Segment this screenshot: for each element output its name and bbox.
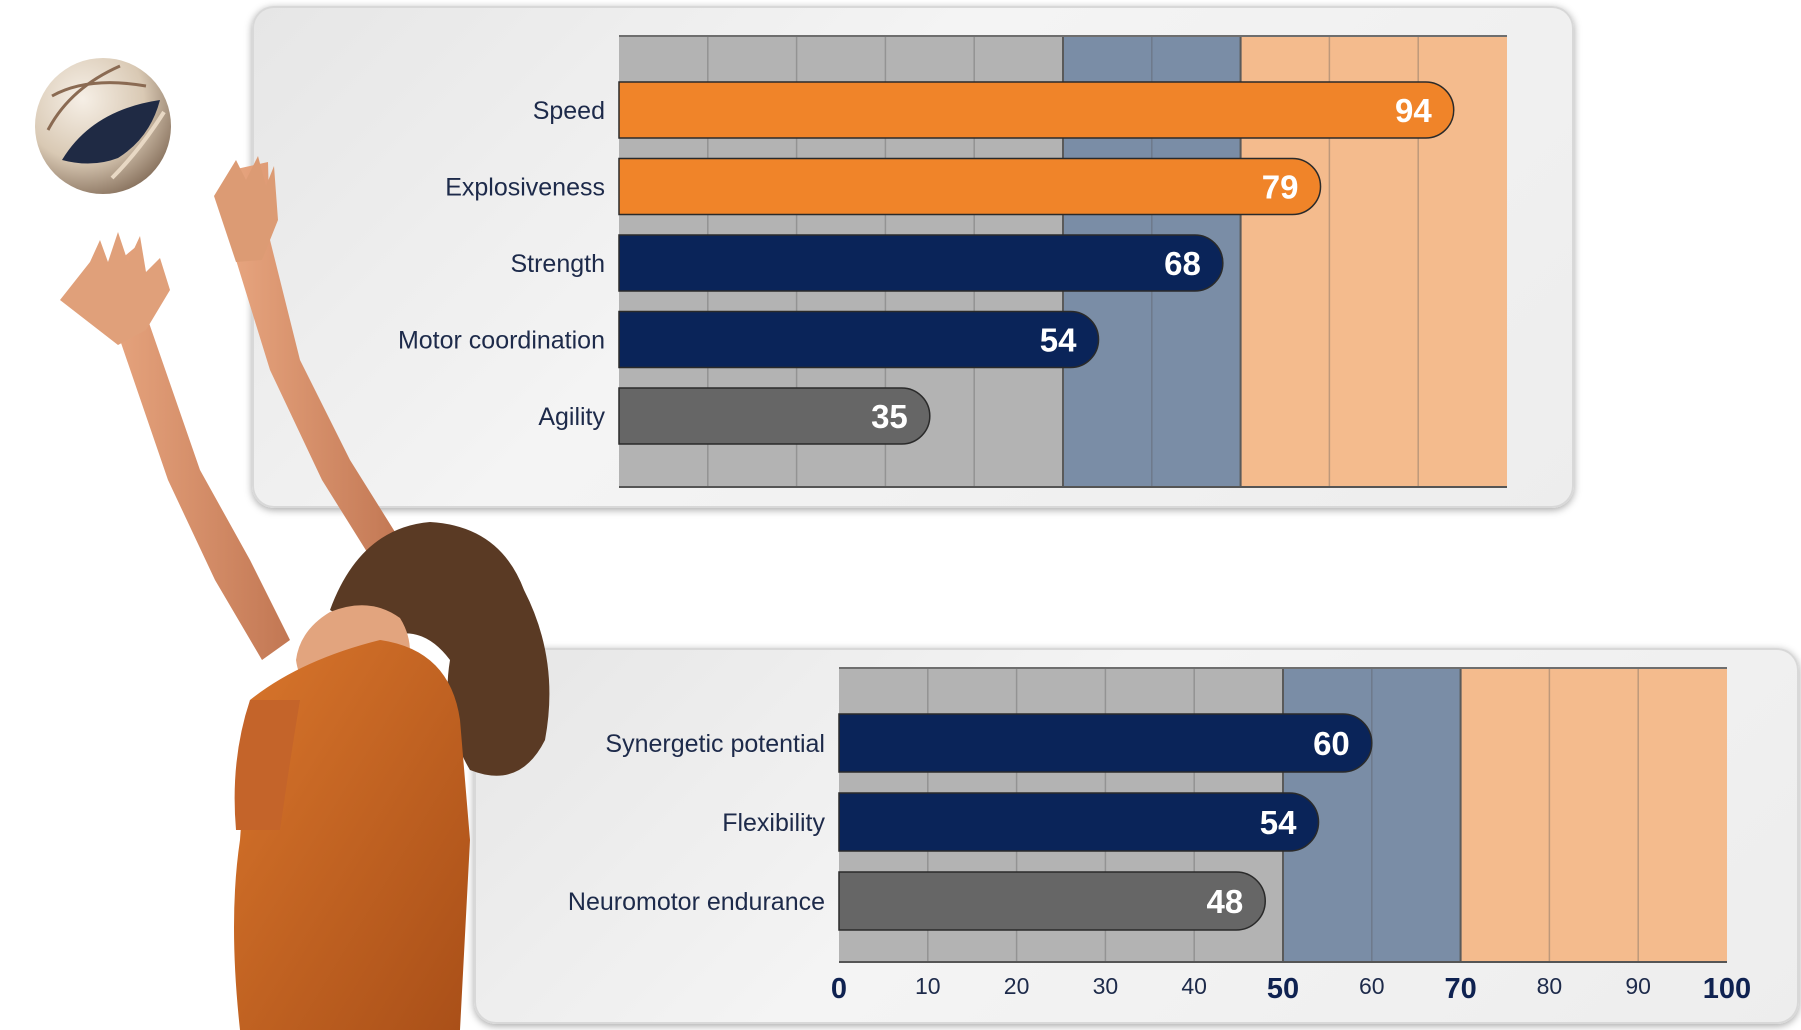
category-label: Flexibility	[722, 809, 825, 837]
category-label: Agility	[538, 403, 605, 431]
bar-value-label: 54	[1260, 804, 1297, 841]
x-tick-label: 70	[1444, 973, 1476, 1005]
bar-agility	[618, 387, 931, 445]
x-tick-label: 100	[1703, 973, 1751, 1005]
bar-flexibility	[838, 792, 1320, 852]
x-tick-label: 30	[1093, 973, 1119, 999]
x-tick-label: 80	[1537, 973, 1563, 999]
bar-value-label: 60	[1313, 725, 1350, 762]
bar-value-label: 35	[871, 398, 908, 435]
bar-explosiveness	[618, 157, 1322, 216]
x-tick-label: 90	[1625, 973, 1651, 999]
x-tick-label: 60	[1359, 973, 1385, 999]
x-tick-label: 40	[1181, 973, 1207, 999]
bar-motor-coordination	[618, 310, 1100, 369]
left-arm	[108, 245, 290, 660]
hair	[330, 522, 550, 776]
category-label: Neuromotor endurance	[568, 888, 825, 916]
category-label: Motor coordination	[398, 327, 605, 355]
x-tick-label: 50	[1267, 973, 1299, 1005]
category-label: Explosiveness	[445, 174, 605, 202]
bar-value-label: 48	[1207, 883, 1244, 920]
zone-band-high	[1460, 668, 1727, 962]
volleyball-icon	[35, 58, 171, 194]
category-label: Speed	[533, 97, 605, 125]
orange-jersey	[234, 640, 470, 1030]
bar-strength	[618, 234, 1224, 292]
bar-speed	[618, 81, 1455, 139]
bar-value-label: 79	[1262, 169, 1299, 206]
category-label: Synergetic potential	[605, 730, 825, 758]
bar-value-label: 68	[1164, 245, 1201, 282]
right-arm	[232, 162, 400, 560]
x-tick-label: 0	[831, 973, 847, 1005]
x-tick-label: 10	[915, 973, 941, 999]
bar-value-label: 54	[1040, 322, 1077, 359]
bar-synergetic-potential	[838, 713, 1373, 773]
bar-neuromotor-endurance	[838, 871, 1266, 931]
x-tick-label: 20	[1004, 973, 1030, 999]
bar-value-label: 94	[1395, 92, 1432, 129]
category-label: Strength	[510, 250, 605, 278]
